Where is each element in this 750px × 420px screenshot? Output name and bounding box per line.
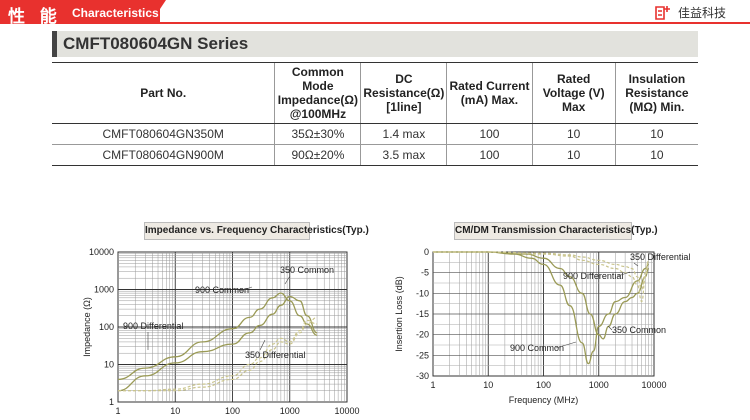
series-line xyxy=(433,251,650,290)
brand-name: 佳益科技 xyxy=(677,6,726,20)
y-tick-label: -25 xyxy=(416,350,429,360)
cell-part-no: CMFT080604GN350M xyxy=(52,123,275,145)
y-tick-label: -10 xyxy=(416,288,429,298)
x-tick-label: 10000 xyxy=(334,406,359,416)
cell-rated-voltage: 10 xyxy=(531,144,616,166)
table-header-row: Part No. Common Mode Impedance(Ω) @100MH… xyxy=(52,62,698,124)
series-annotation: 350 Common xyxy=(280,265,334,275)
y-tick-label: 0 xyxy=(424,247,429,257)
col-header-rated-current: Rated Current (mA) Max. xyxy=(446,62,533,124)
cell-part-no: CMFT080604GN900M xyxy=(52,144,275,166)
cell-impedance: 35Ω±30% xyxy=(274,123,361,145)
cell-dc-resistance: 3.5 max xyxy=(360,144,447,166)
series-line xyxy=(118,319,318,392)
annotation-leader xyxy=(607,325,613,331)
y-tick-label: -30 xyxy=(416,371,429,381)
cell-rated-voltage: 10 xyxy=(531,123,616,145)
series-annotation: 350 Common xyxy=(612,325,666,335)
y-tick-label: 10000 xyxy=(89,247,114,257)
brand: 佳益科技 xyxy=(654,4,726,21)
cell-rated-current: 100 xyxy=(446,144,533,166)
header-band-slant xyxy=(150,0,166,24)
annotation-leader xyxy=(259,339,266,351)
series-annotation: 900 Common xyxy=(195,285,249,295)
x-tick-label: 10 xyxy=(483,380,493,390)
annotation-leader xyxy=(633,262,639,267)
spec-table: Part No. Common Mode Impedance(Ω) @100MH… xyxy=(52,62,698,166)
series-annotation: 350 Differential xyxy=(630,252,690,262)
header-title-en: Characteristics xyxy=(72,6,159,20)
cell-dc-resistance: 1.4 max xyxy=(360,123,447,145)
col-header-impedance: Common Mode Impedance(Ω) @100MHz xyxy=(274,62,361,124)
x-tick-label: 100 xyxy=(225,406,240,416)
series-annotation: 350 Differential xyxy=(245,350,305,360)
header-rule xyxy=(0,22,750,24)
series-line xyxy=(433,251,649,340)
chart-title: Impedance vs. Frequency Characteristics(… xyxy=(144,222,369,240)
y-axis-label: Insertion Loss (dB) xyxy=(394,276,404,352)
series-line xyxy=(118,316,318,392)
y-tick-label: 1 xyxy=(109,397,114,407)
series-line xyxy=(117,292,318,381)
x-tick-label: 1 xyxy=(430,380,435,390)
x-tick-label: 1000 xyxy=(589,380,609,390)
col-header-part-no: Part No. xyxy=(52,62,275,124)
y-tick-label: 10 xyxy=(104,360,114,370)
col-header-dc-resistance: DC Resistance(Ω) [1line] xyxy=(360,62,447,124)
header-band xyxy=(0,0,160,24)
y-tick-label: 1000 xyxy=(94,285,114,295)
annotation-leader xyxy=(284,275,291,285)
cell-insulation: 10 xyxy=(614,123,698,145)
y-axis-label: Impedance (Ω) xyxy=(82,297,92,357)
y-tick-label: -20 xyxy=(416,330,429,340)
series-bar xyxy=(52,31,698,57)
col-header-insulation: Insulation Resistance (MΩ) Min. xyxy=(614,62,698,124)
annotation-leader xyxy=(617,271,631,277)
y-tick-label: 100 xyxy=(99,322,114,332)
x-tick-label: 10000 xyxy=(641,380,666,390)
x-tick-label: 100 xyxy=(536,380,551,390)
page-header: 性 能 Characteristics 佳益科技 xyxy=(0,0,750,26)
impedance-chart: Impedance vs. Frequency Characteristics(… xyxy=(80,222,370,418)
col-header-rated-voltage: Rated Voltage (V) Max xyxy=(531,62,616,124)
series-line xyxy=(433,251,650,303)
series-line xyxy=(433,251,649,365)
cell-insulation: 10 xyxy=(614,144,698,166)
cell-rated-current: 100 xyxy=(446,123,533,145)
brand-logo-icon xyxy=(655,5,670,20)
annotation-leader xyxy=(239,286,253,292)
series-annotation: 900 Differential xyxy=(563,271,623,281)
table-row: CMFT080604GN900M 90Ω±20% 3.5 max 100 10 … xyxy=(52,144,698,166)
chart-title: CM/DM Transmission Characteristics(Typ.) xyxy=(454,222,658,240)
x-tick-label: 1 xyxy=(115,406,120,416)
series-annotation: 900 Common xyxy=(510,343,564,353)
y-tick-label: -15 xyxy=(416,309,429,319)
x-axis-label: Frequency (MHz) xyxy=(509,395,579,405)
table-row: CMFT080604GN350M 35Ω±30% 1.4 max 100 10 … xyxy=(52,123,698,145)
cell-impedance: 90Ω±20% xyxy=(274,144,361,166)
header-title-cn: 性 能 xyxy=(8,7,62,26)
transmission-chart-svg: 1 10 100 1000 10000 0 -5 -10 -15 -20 -25 -30 Frequen… xyxy=(394,247,690,405)
series-accent xyxy=(52,31,57,57)
series-line xyxy=(117,295,318,392)
x-tick-label: 10 xyxy=(170,406,180,416)
x-tick-label: 1000 xyxy=(280,406,300,416)
annotation-leader xyxy=(555,341,577,349)
transmission-chart: CM/DM Transmission Characteristics(Typ.)… xyxy=(388,222,710,418)
y-tick-label: -5 xyxy=(421,268,429,278)
series-title: CMFT080604GN Series xyxy=(63,34,249,53)
series-annotation: 900 Differential xyxy=(123,321,183,331)
impedance-chart-svg: 110100100010000110100100010000Frequency … xyxy=(82,247,360,416)
